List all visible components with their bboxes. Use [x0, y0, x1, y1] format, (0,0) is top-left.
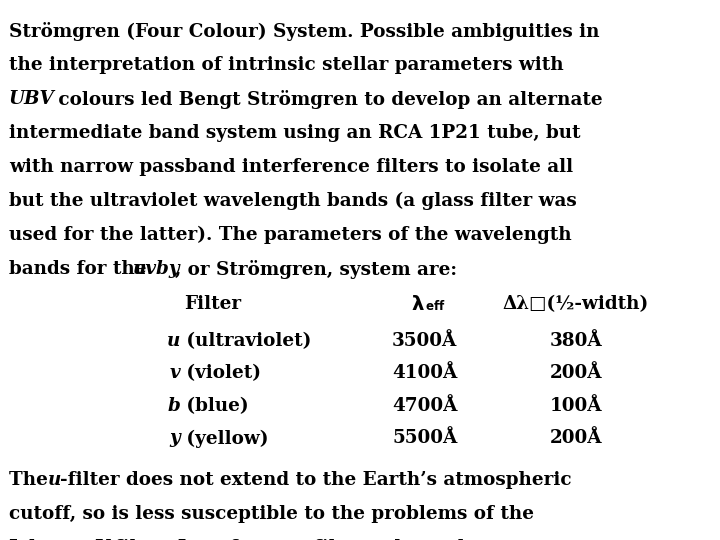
Text: 200Å: 200Å	[550, 429, 602, 447]
Text: with narrow passband interference filters to isolate all: with narrow passband interference filter…	[9, 158, 573, 176]
Text: , or Strömgren, system are:: , or Strömgren, system are:	[175, 260, 457, 279]
Text: (ultraviolet): (ultraviolet)	[180, 332, 311, 350]
Text: $_{\mathbf{eff}}$: $_{\mathbf{eff}}$	[425, 295, 446, 313]
Text: Δλ□(½-width): Δλ□(½-width)	[503, 295, 649, 313]
Text: Filter: Filter	[184, 295, 241, 313]
Text: Johnson: Johnson	[9, 539, 99, 540]
Text: b: b	[167, 397, 180, 415]
Text: bands for the: bands for the	[9, 260, 153, 278]
Text: -filter does not extend to the Earth’s atmospheric: -filter does not extend to the Earth’s a…	[60, 471, 572, 489]
Text: 380Å: 380Å	[549, 332, 603, 350]
Text: The: The	[9, 471, 54, 489]
Text: intermediate band system using an RCA 1P21 tube, but: intermediate band system using an RCA 1P…	[9, 124, 580, 141]
Text: (yellow): (yellow)	[180, 429, 269, 448]
Text: UBV: UBV	[9, 90, 55, 107]
Text: cutoff, so is less susceptible to the problems of the: cutoff, so is less susceptible to the pr…	[9, 505, 534, 523]
Text: (violet): (violet)	[180, 364, 261, 382]
Text: colours led Bengt Strömgren to develop an alternate: colours led Bengt Strömgren to develop a…	[52, 90, 603, 109]
Text: U: U	[94, 539, 109, 540]
Text: 100Å: 100Å	[550, 397, 602, 415]
Text: Strömgren (Four Colour) System. Possible ambiguities in: Strömgren (Four Colour) System. Possible…	[9, 22, 599, 40]
Text: the interpretation of intrinsic stellar parameters with: the interpretation of intrinsic stellar …	[9, 56, 563, 73]
Text: 4700Å: 4700Å	[392, 397, 457, 415]
Text: u: u	[48, 471, 62, 489]
Text: u: u	[166, 332, 180, 350]
Text: 3500Å: 3500Å	[392, 332, 457, 350]
Text: used for the latter). The parameters of the wavelength: used for the latter). The parameters of …	[9, 226, 571, 244]
Text: uvby: uvby	[133, 260, 181, 278]
Text: 5500Å: 5500Å	[392, 429, 457, 447]
Text: but the ultraviolet wavelength bands (a glass filter was: but the ultraviolet wavelength bands (a …	[9, 192, 577, 210]
Text: $\mathbf{\lambda}$: $\mathbf{\lambda}$	[411, 295, 425, 314]
Text: 200Å: 200Å	[550, 364, 602, 382]
Text: (blue): (blue)	[180, 397, 248, 415]
Text: -filter. Interference filters also reduce: -filter. Interference filters also reduc…	[107, 539, 500, 540]
Text: y: y	[169, 429, 180, 447]
Text: v: v	[169, 364, 180, 382]
Text: 4100Å: 4100Å	[392, 364, 457, 382]
